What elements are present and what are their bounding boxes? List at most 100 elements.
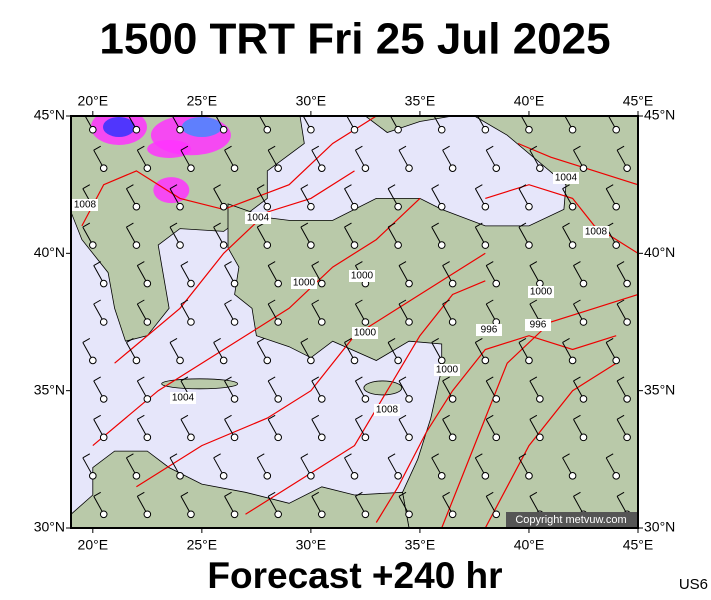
isobar — [92, 197, 421, 447]
wind-barb — [518, 338, 527, 343]
wind-station — [448, 318, 457, 326]
wind-barb — [180, 145, 189, 151]
lon-label-top: 35°E — [405, 93, 436, 109]
wind-station — [230, 318, 239, 326]
wind-barb — [529, 491, 538, 497]
wind-barb — [486, 491, 494, 497]
wind-station — [307, 125, 315, 134]
lon-label-top: 30°E — [296, 93, 327, 109]
wind-barb — [311, 145, 320, 151]
wind-barb — [267, 145, 276, 151]
wind-station — [350, 356, 359, 365]
wind-station — [437, 241, 446, 249]
wind-station — [525, 125, 533, 134]
wind-station — [394, 356, 402, 365]
copyright-box — [506, 512, 637, 527]
isobar-label-box — [528, 286, 554, 298]
wind-station — [448, 279, 457, 288]
wind-station — [317, 318, 326, 326]
lat-label-right: 30°N — [644, 519, 675, 535]
land — [364, 116, 453, 133]
wind-station — [394, 472, 402, 480]
lon-label-bottom: 30°E — [296, 537, 327, 553]
lat-label-left: 35°N — [34, 381, 65, 397]
wind-station — [350, 202, 359, 211]
wind-barb — [442, 261, 450, 266]
isobar-label: 1000 — [293, 278, 316, 289]
wind-barb — [345, 108, 352, 112]
wind-barb — [93, 376, 101, 382]
wind-barb — [93, 261, 101, 266]
wind-barb — [529, 414, 538, 420]
wind-station — [99, 164, 108, 172]
wind-barb — [518, 184, 527, 190]
wind-barb — [431, 184, 439, 190]
wind-station — [263, 202, 272, 211]
wind-barb — [126, 184, 134, 190]
wind-station — [568, 125, 577, 134]
wind-barb — [616, 299, 625, 305]
isobar-label-box — [476, 324, 502, 336]
wind-barb — [475, 222, 483, 228]
wind-station — [361, 395, 370, 403]
wind-barb — [475, 108, 482, 112]
wind-barb — [300, 222, 309, 228]
wind-station — [437, 356, 446, 365]
wind-station — [437, 125, 446, 134]
wind-station — [568, 356, 577, 365]
lon-label-top: 25°E — [187, 93, 218, 109]
wind-station — [187, 279, 195, 288]
wind-barb — [93, 299, 101, 305]
wind-station — [143, 164, 152, 172]
wind-barb — [475, 184, 483, 190]
wind-barb — [93, 145, 101, 151]
isobar — [114, 170, 355, 364]
isobar-label: 1000 — [436, 365, 459, 376]
wind-barb — [486, 414, 494, 420]
wind-station — [274, 395, 282, 403]
wind-station — [579, 318, 588, 326]
wind-station — [317, 279, 326, 288]
wind-barb — [300, 453, 309, 459]
wind-station — [525, 202, 533, 211]
wind-barb — [563, 108, 570, 112]
lat-label-right: 40°N — [644, 244, 675, 260]
isobar-label: 1004 — [172, 393, 195, 404]
wind-station — [317, 433, 326, 442]
wind-station — [274, 510, 282, 519]
wind-barb — [529, 376, 538, 382]
wind-barb — [257, 453, 265, 459]
wind-station — [405, 318, 413, 326]
lon-label-bottom: 45°E — [623, 537, 654, 553]
wind-barb — [605, 453, 614, 459]
wind-barb — [93, 414, 101, 420]
wind-barb — [137, 376, 145, 382]
wind-barb — [573, 145, 581, 151]
isobar-label-box — [434, 364, 460, 376]
model-code: US6 — [679, 576, 708, 593]
wind-barb — [562, 338, 570, 343]
wind-station — [623, 164, 631, 172]
wind-barb — [606, 108, 613, 112]
wind-station — [361, 433, 370, 442]
rain-area — [181, 116, 222, 137]
wind-barb — [355, 299, 363, 305]
wind-barb — [311, 261, 320, 266]
wind-barb — [257, 338, 265, 343]
wind-station — [394, 125, 402, 134]
isobar-label: 996 — [530, 320, 547, 331]
wind-station — [274, 318, 282, 326]
wind-barb — [398, 299, 407, 305]
wind-station — [405, 510, 413, 519]
wind-station — [317, 395, 326, 403]
wind-barb — [529, 261, 538, 266]
isobar-label: 1008 — [585, 227, 608, 238]
wind-station — [187, 164, 195, 172]
wind-barb — [224, 261, 232, 266]
wind-barb — [344, 222, 352, 228]
wind-barb — [431, 338, 439, 343]
wind-station — [274, 433, 282, 442]
isobar-label-box — [525, 319, 551, 331]
lat-label-left: 45°N — [34, 107, 65, 123]
